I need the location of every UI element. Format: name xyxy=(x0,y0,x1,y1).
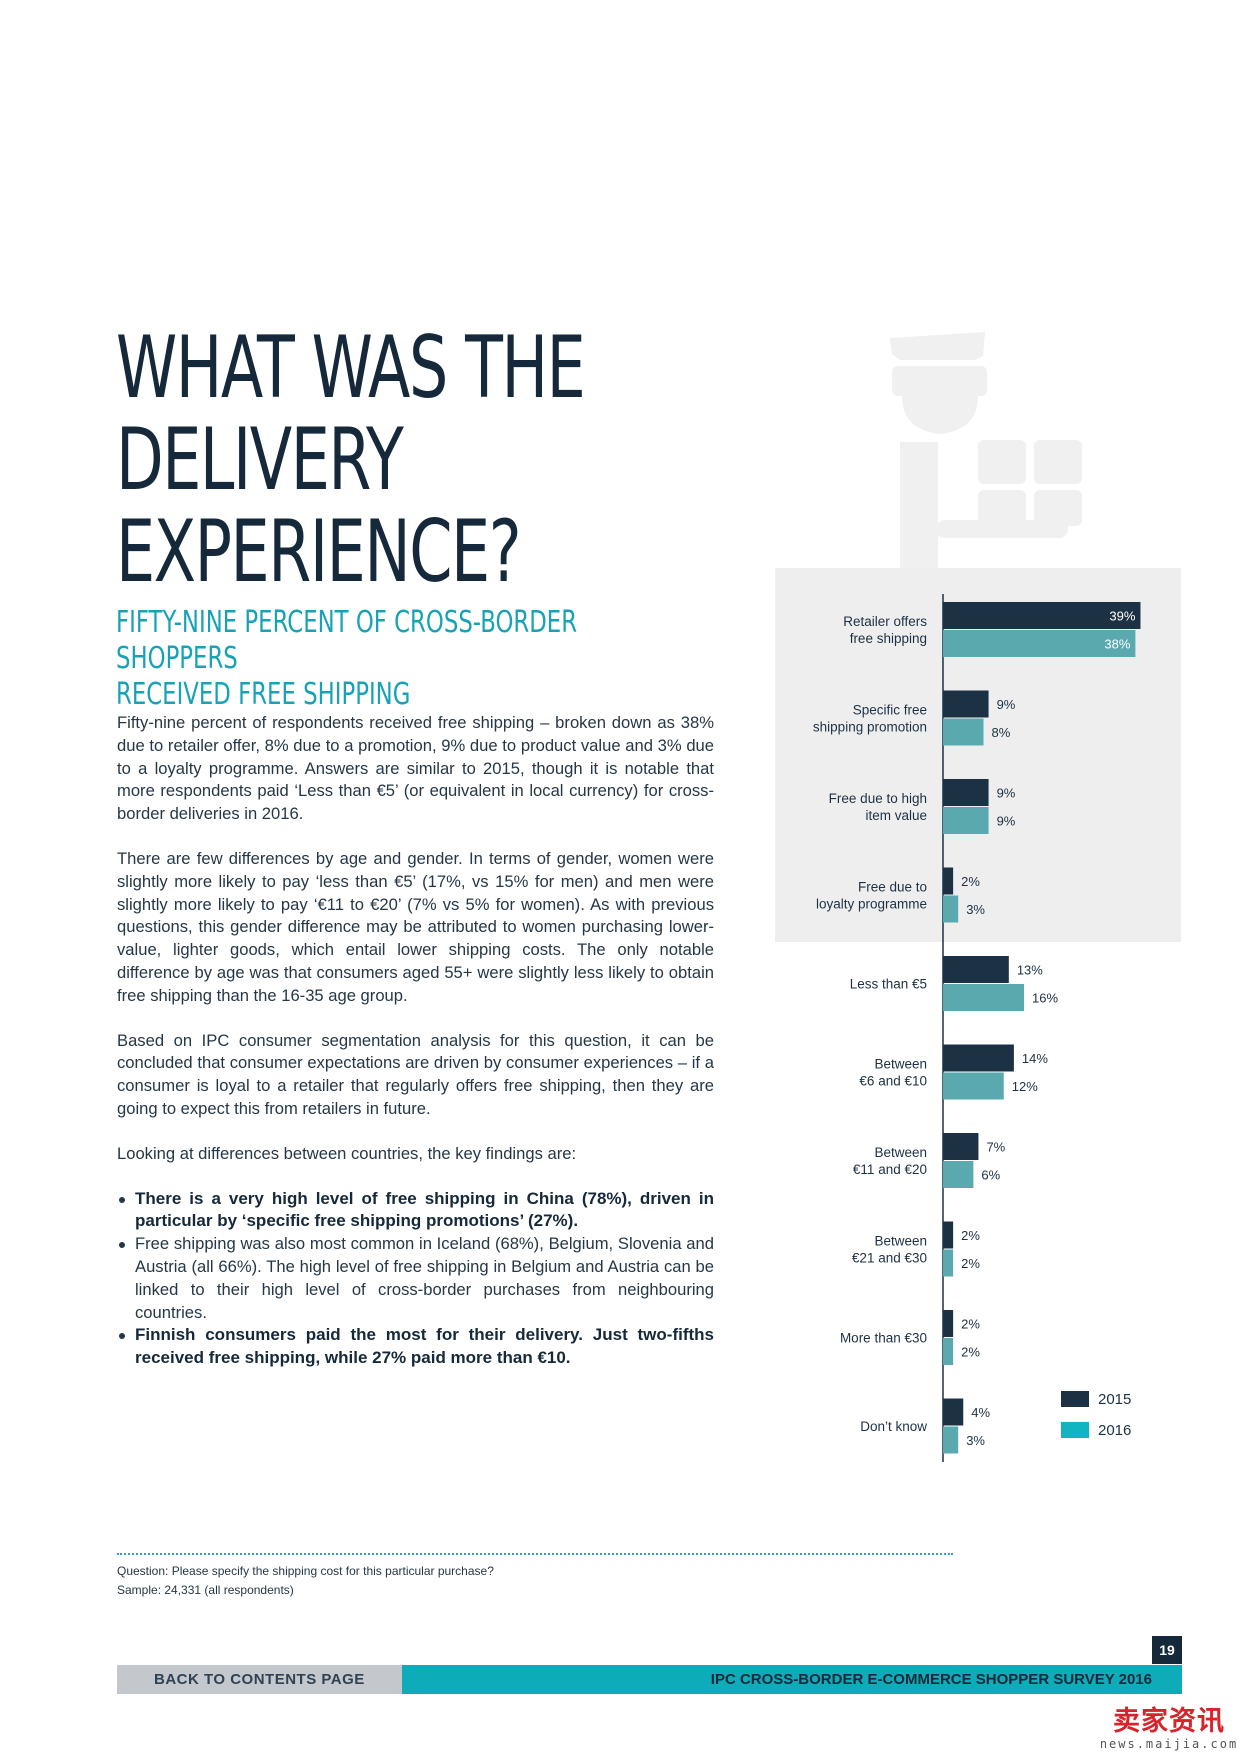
data-label-2016: 3% xyxy=(966,1433,985,1448)
category-label: Between €11 and €20 xyxy=(853,1145,927,1177)
data-label-2016: 8% xyxy=(992,725,1011,740)
section-subtitle: FIFTY-NINE PERCENT OF CROSS-BORDER SHOPP… xyxy=(116,605,578,712)
body-text: Fifty-nine percent of respondents receiv… xyxy=(117,712,714,1370)
paragraph: Based on IPC consumer segmentation analy… xyxy=(117,1030,714,1118)
bar-2015 xyxy=(943,956,1009,983)
category-label: Between €6 and €10 xyxy=(859,1057,927,1089)
paragraph: Fifty-nine percent of respondents receiv… xyxy=(117,713,714,824)
data-label-2016: 6% xyxy=(981,1168,1000,1183)
bar-2015 xyxy=(943,1310,954,1337)
bar-2016 xyxy=(943,1338,954,1365)
data-label-2015: 14% xyxy=(1022,1051,1048,1066)
watermark-logo: 卖家资讯 news.maijia.com xyxy=(1098,1705,1240,1751)
data-label-2016: 9% xyxy=(997,814,1016,829)
legend-label-2016: 2016 xyxy=(1098,1422,1131,1439)
bar-2016 xyxy=(943,895,959,923)
bar-2015 xyxy=(943,867,954,895)
bar-2016 xyxy=(943,1072,1004,1100)
bar-2016 xyxy=(943,630,1136,657)
paragraph: Looking at differences between countries… xyxy=(117,1143,577,1163)
footnote-sample: Sample: 24,331 (all respondents) xyxy=(117,1583,294,1597)
bar-2015 xyxy=(943,690,989,718)
data-label-2015: 2% xyxy=(961,1317,980,1332)
bar-2015 xyxy=(943,1398,964,1426)
bar-2015 xyxy=(943,779,989,806)
category-label: Free due to high item value xyxy=(829,791,927,823)
bar-2016 xyxy=(943,1161,974,1188)
data-label-2015: 2% xyxy=(961,874,980,889)
watermark-url: news.maijia.com xyxy=(1099,1737,1239,1751)
bar-2016 xyxy=(943,807,989,834)
finding-item: Finnish consumers paid the most for thei… xyxy=(117,1324,714,1370)
bar-2016 xyxy=(943,984,1025,1011)
back-to-contents-button[interactable]: BACK TO CONTENTS PAGE xyxy=(117,1665,402,1694)
finding-item: There is a very high level of free shipp… xyxy=(117,1188,714,1234)
bar-2015 xyxy=(943,1221,954,1249)
category-label: Less than €5 xyxy=(850,977,927,992)
page-number: 19 xyxy=(1152,1636,1182,1664)
footnote-question: Question: Please specify the shipping co… xyxy=(117,1564,494,1578)
data-label-2016: 2% xyxy=(961,1256,980,1271)
bar-2016 xyxy=(943,1426,959,1454)
page-title: WHAT WAS THE DELIVERY EXPERIENCE? xyxy=(116,318,586,602)
delivery-person-icon xyxy=(890,332,1082,570)
category-label: Free due to loyalty programme xyxy=(816,880,927,912)
data-label-2016: 16% xyxy=(1032,991,1058,1006)
data-label-2016: 3% xyxy=(966,902,985,917)
survey-title-bar: IPC CROSS-BORDER E-COMMERCE SHOPPER SURV… xyxy=(402,1665,1182,1694)
footnote: Question: Please specify the shipping co… xyxy=(117,1562,494,1600)
legend-swatch-2016 xyxy=(1061,1422,1089,1438)
paragraph: There are few differences by age and gen… xyxy=(117,848,714,1005)
data-label-2015: 2% xyxy=(961,1228,980,1243)
bar-2016 xyxy=(943,1249,954,1277)
bar-2016 xyxy=(943,718,984,746)
category-label: Specific free shipping promotion xyxy=(813,703,927,735)
finding-item: Free shipping was also most common in Ic… xyxy=(117,1233,714,1324)
bar-2015 xyxy=(943,1044,1014,1072)
data-label-2015: 4% xyxy=(971,1405,990,1420)
data-label-2016: 12% xyxy=(1012,1079,1038,1094)
bar-2015 xyxy=(943,1133,979,1160)
footnote-divider xyxy=(117,1553,953,1555)
data-label-2015: 9% xyxy=(997,786,1016,801)
legend-label-2015: 2015 xyxy=(1098,1391,1131,1408)
data-label-2015: 13% xyxy=(1017,963,1043,978)
data-label-2015: 7% xyxy=(986,1140,1005,1155)
data-label-2016: 38% xyxy=(1104,637,1130,652)
legend-swatch-2015 xyxy=(1061,1391,1089,1407)
bar-2015 xyxy=(943,602,1141,629)
watermark-text: 卖家资讯 xyxy=(1113,1706,1225,1736)
category-label: More than €30 xyxy=(840,1331,927,1346)
findings-list: There is a very high level of free shipp… xyxy=(117,1188,714,1370)
category-label: Don’t know xyxy=(860,1419,927,1434)
category-label: Retailer offers free shipping xyxy=(843,614,927,646)
data-label-2015: 39% xyxy=(1109,609,1135,624)
data-label-2016: 2% xyxy=(961,1345,980,1360)
category-label: Between €21 and €30 xyxy=(852,1234,927,1266)
data-label-2015: 9% xyxy=(997,697,1016,712)
